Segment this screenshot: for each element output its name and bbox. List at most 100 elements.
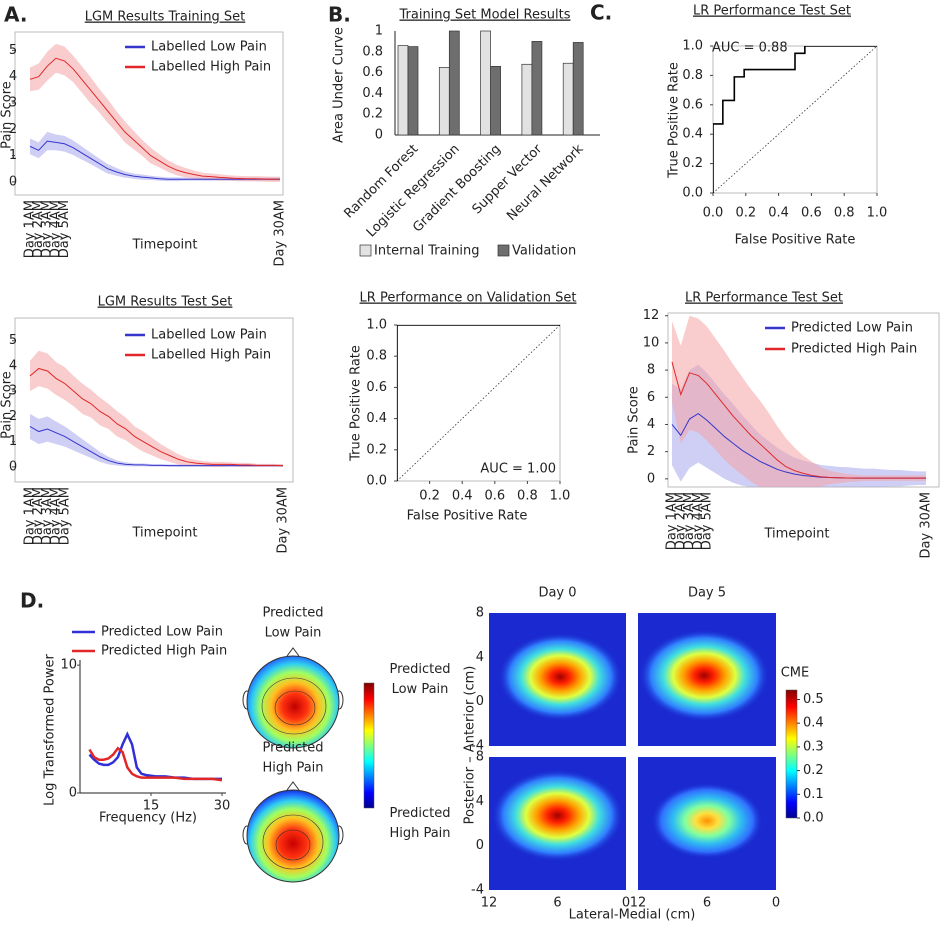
x-tick-label: 12 (481, 896, 498, 911)
y-tick-label: 8 (476, 606, 484, 621)
topomap-label: Predicted (262, 606, 323, 621)
bar (407, 46, 419, 136)
chart-title: LR Performance Test Set (685, 291, 843, 306)
topomap (242, 781, 344, 883)
y-tick-label: 6 (647, 390, 655, 405)
x-tick-label: 1.0 (867, 206, 888, 221)
bar (531, 41, 543, 136)
error-band (30, 131, 280, 182)
x-tick-label: 0.8 (834, 206, 855, 221)
x-tick-label: 30 (214, 799, 231, 814)
legend-label: Validation (512, 244, 576, 259)
bar (397, 45, 409, 136)
x-tick-label: Day 2AM (673, 492, 688, 550)
x-tick-label: 0.4 (452, 489, 473, 504)
x-tick-label: 0.6 (484, 489, 505, 504)
legend-label: Labelled High Pain (151, 60, 271, 75)
x-tick-label: 12 (630, 896, 647, 911)
colorbar-label: CME (781, 666, 810, 681)
bar (438, 67, 450, 136)
colorbar-tick-label: 0.0 (803, 811, 824, 826)
y-tick-label: 8 (476, 750, 484, 765)
y-tick-label: 0.8 (682, 68, 703, 83)
x-tick-label: Random Forest (341, 142, 421, 222)
colorbar-tick-label: 0.5 (803, 692, 824, 707)
x-tick-label: Day 5AM (57, 487, 72, 545)
x-tick-label: 0.6 (801, 206, 822, 221)
chance-line (396, 324, 561, 482)
y-tick-label: 1 (375, 24, 383, 39)
chart-title: LR Performance on Validation Set (360, 291, 577, 306)
y-axis-label: Log Transformed Power (43, 653, 58, 805)
y-tick-label: 0.6 (366, 380, 387, 395)
y-tick-label: 0 (69, 786, 77, 801)
annotation: AUC = 0.88 (712, 41, 788, 56)
bar (480, 30, 491, 136)
x-tick-label: Day 2AM (31, 487, 46, 545)
x-tick-label: 0.0 (703, 206, 724, 221)
y-tick-label: 10 (60, 658, 77, 673)
plot-area (29, 43, 280, 182)
column-title: Day 5 (688, 586, 726, 601)
x-axis-label: False Positive Rate (407, 509, 528, 524)
data-line (29, 426, 283, 467)
y-tick-label: 0.6 (682, 97, 703, 112)
y-tick-label: 0.0 (682, 186, 703, 201)
chart-title: Training Set Model Results (398, 8, 570, 23)
legend-label: Predicted High Pain (791, 342, 917, 357)
y-tick-label: 10 (643, 335, 660, 350)
legend-label: Predicted High Pain (101, 644, 227, 659)
plot-area (713, 46, 877, 193)
x-tick-label: 15 (143, 799, 160, 814)
y-axis-label: Posterior – Anterior (cm) (463, 666, 478, 825)
row-title: High Pain (389, 826, 450, 841)
x-tick-label: Day 3AM (40, 487, 55, 545)
y-tick-label: 0 (476, 694, 484, 709)
x-tick-label: 0.4 (768, 206, 789, 221)
column-title: Day 0 (538, 586, 576, 601)
y-tick-label: 0.6 (362, 65, 383, 80)
x-tick-label: Day 3AM (40, 200, 55, 258)
y-tick-label: 0.8 (362, 44, 383, 59)
data-line (29, 57, 280, 180)
heatmap-image (651, 782, 763, 859)
chart-title: LGM Results Test Set (98, 295, 233, 310)
error-band (30, 413, 283, 467)
y-axis-label: Pain Score (627, 386, 642, 454)
data-line (29, 140, 280, 180)
row-title: Predicted (389, 806, 450, 821)
x-tick-label: 0.2 (735, 206, 756, 221)
y-tick-label: 4 (647, 417, 655, 432)
error-band (30, 43, 280, 182)
y-tick-label: 0.2 (366, 442, 387, 457)
plot-area (671, 315, 926, 487)
x-axis-label: Timepoint (132, 526, 198, 541)
y-tick-label: 4 (476, 794, 484, 809)
y-axis-label: True Positive Rate (349, 345, 364, 462)
x-tick-label: Day 4AM (691, 492, 706, 550)
row-title: Predicted (389, 662, 450, 677)
heatmap-image (639, 629, 770, 722)
topomap-label: Predicted (262, 741, 323, 756)
plot-area (29, 350, 284, 467)
legend-label: Predicted Low Pain (101, 625, 223, 640)
x-tick-label: Day 1AM (665, 492, 680, 550)
y-tick-label: 0 (647, 471, 655, 486)
bar (448, 30, 460, 136)
y-tick-label: 0.4 (366, 411, 387, 426)
x-tick-label: 0 (772, 896, 780, 911)
y-tick-label: -4 (471, 883, 484, 898)
x-tick-label: 0.2 (419, 489, 440, 504)
legend-label: Internal Training (374, 244, 480, 259)
x-axis-label: Timepoint (764, 527, 830, 542)
x-axis-label: Frequency (Hz) (99, 811, 197, 826)
y-axis-label: True Positive Rate (667, 62, 682, 179)
topomap (242, 647, 344, 749)
x-tick-label: Neural Network (504, 141, 587, 224)
colorbar (785, 689, 798, 819)
x-tick-label: 0.8 (517, 489, 538, 504)
y-tick-label: 2 (647, 444, 655, 459)
y-tick-label: 12 (643, 308, 660, 323)
topomap-label: Low Pain (265, 626, 322, 641)
